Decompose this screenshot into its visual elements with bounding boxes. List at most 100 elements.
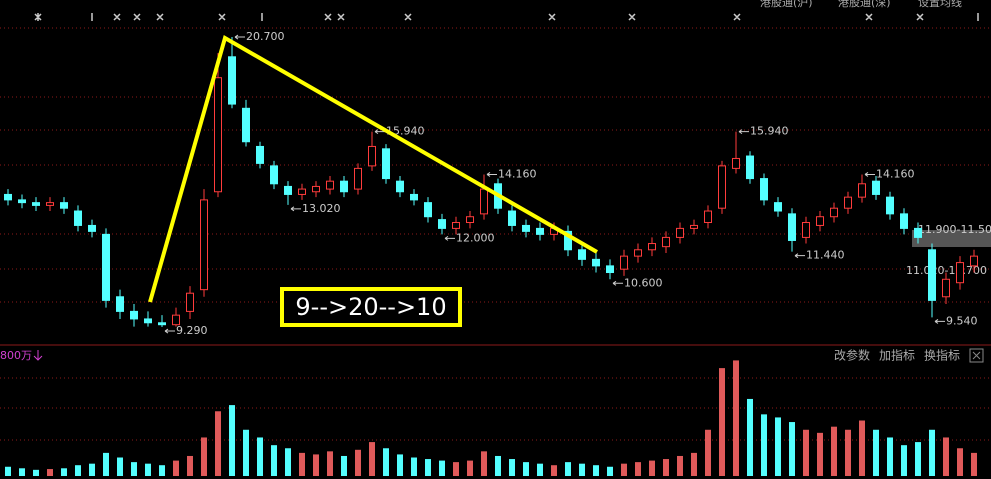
close-button[interactable]	[969, 348, 984, 363]
volume-bar	[817, 432, 823, 476]
annotations: 9.290 20.700 13.020 15.940 12.000 14.160 10.60…	[164, 30, 978, 337]
annotation-label: 14.160	[876, 167, 915, 180]
volume-bar	[635, 462, 641, 476]
annotation-arrow	[374, 129, 385, 135]
candle-body	[298, 188, 306, 195]
candle-body	[900, 213, 908, 229]
candle-body	[648, 243, 656, 251]
down-arrow-icon	[33, 350, 43, 361]
indicator-button[interactable]: 加指标	[879, 348, 915, 363]
volume-bar	[859, 420, 865, 476]
volume-bar	[187, 455, 193, 476]
candle-body	[970, 255, 978, 267]
candle-body	[144, 318, 152, 324]
candle-body	[886, 196, 894, 215]
candle-body	[606, 265, 614, 274]
candle-body	[312, 185, 320, 193]
candle-body	[564, 230, 572, 251]
annotation-arrow	[794, 253, 805, 259]
volume-bar	[509, 459, 515, 476]
candle-body	[214, 77, 222, 193]
toolbar-item[interactable]: 设置均线	[918, 0, 962, 9]
volume-bar	[383, 448, 389, 476]
volume-bar	[565, 462, 571, 476]
annotation-arrow	[934, 319, 945, 324]
candle-body	[578, 249, 586, 260]
candle-body	[452, 222, 460, 229]
candle-body	[830, 207, 838, 218]
volume-bar	[789, 422, 795, 476]
volume-bar	[901, 445, 907, 476]
annotation-arrow	[864, 172, 875, 177]
candle-body	[760, 178, 768, 201]
annotation-label: 15.940	[750, 125, 789, 138]
volume-bar	[369, 442, 375, 476]
volume-bar	[131, 462, 137, 476]
volume-bar	[103, 452, 109, 476]
volume-bar	[425, 459, 431, 476]
candle-body	[592, 258, 600, 267]
candles	[4, 37, 978, 328]
candle-body	[116, 296, 124, 312]
candle-body	[200, 199, 208, 291]
toolbar-item[interactable]: 港股通(沪)	[760, 0, 813, 9]
candle-body	[676, 227, 684, 238]
candle-body	[690, 224, 698, 229]
candle-body	[844, 196, 852, 209]
volume-bar	[719, 368, 725, 476]
candle-body	[662, 236, 670, 248]
volume-bar	[453, 462, 459, 476]
range-label: 11.020-11.700	[906, 264, 987, 277]
annotation-arrow	[444, 235, 455, 241]
top-markers	[34, 13, 979, 21]
indicator-button[interactable]: 改参数	[834, 348, 870, 363]
annotation-label: 9.540	[946, 314, 978, 327]
candle-body	[60, 202, 68, 209]
volume-bar	[775, 417, 781, 476]
volume-bar	[691, 452, 697, 476]
candle-body	[928, 249, 936, 301]
volume-bar	[411, 457, 417, 476]
range-label: 11.900-11.500	[918, 223, 991, 236]
candle-body	[368, 145, 376, 167]
volume-bar	[61, 468, 67, 476]
candle-body	[522, 224, 530, 232]
candle-body	[172, 314, 180, 326]
candle-body	[340, 180, 348, 193]
volume-bar	[551, 465, 557, 476]
candle-body	[88, 224, 96, 232]
annotation-label: 9.290	[176, 324, 208, 337]
volume-bar	[5, 466, 11, 476]
volume-bar	[873, 429, 879, 476]
candle-body	[410, 193, 418, 201]
volume-bar	[481, 451, 487, 476]
volume-bar	[19, 468, 25, 476]
volume-bar	[313, 454, 319, 476]
volume-bar	[47, 469, 53, 476]
volume-bars	[5, 360, 977, 476]
candle-body	[508, 210, 516, 226]
annotation-label: 12.000	[456, 231, 495, 244]
volume-bar	[579, 463, 585, 476]
volume-bar	[341, 455, 347, 476]
candle-body	[4, 193, 12, 201]
candle-body	[956, 262, 964, 284]
volume-bar	[215, 411, 221, 476]
toolbar-item[interactable]: 港股通(深)	[838, 0, 891, 9]
candle-body	[186, 292, 194, 312]
candle-body	[746, 155, 754, 180]
candle-body	[816, 216, 824, 226]
volume-bar	[957, 448, 963, 476]
volume-bar	[607, 466, 613, 476]
candle-body	[704, 210, 712, 224]
indicator-button[interactable]: 换指标	[924, 348, 960, 363]
candle-body	[242, 107, 250, 143]
volume-bar	[243, 429, 249, 476]
volume-bar	[75, 465, 81, 476]
candle-body	[732, 157, 740, 169]
candle-body	[354, 167, 362, 190]
annotation-label: 13.020	[302, 202, 341, 215]
volume-bar	[677, 455, 683, 476]
grid	[0, 27, 991, 441]
volume-bar	[803, 429, 809, 476]
